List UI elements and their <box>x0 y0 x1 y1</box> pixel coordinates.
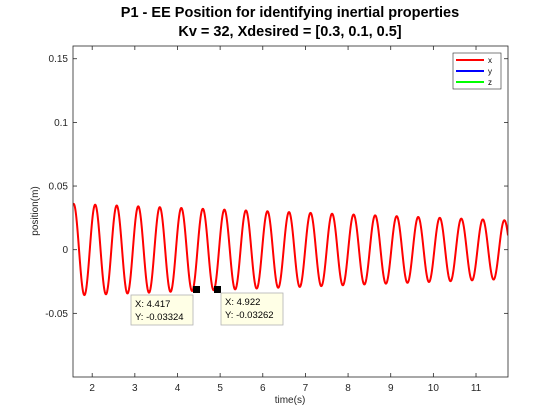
x-tick-label: 3 <box>132 383 138 394</box>
y-tick-label: 0.05 <box>49 182 69 193</box>
series-line-x <box>73 202 508 297</box>
y-tick-label: 0.1 <box>54 118 68 129</box>
datatip-2-x: X: 4.922 <box>225 297 260 308</box>
x-tick-label: 8 <box>345 383 351 394</box>
datatip-1-y: Y: -0.03324 <box>135 312 184 323</box>
legend-label-x: x <box>488 56 492 65</box>
datatip-2-marker <box>214 286 221 293</box>
legend: x y z <box>452 52 502 90</box>
datatip-1[interactable]: X: 4.417 Y: -0.03324 <box>130 286 200 326</box>
chart-subtitle: Kv = 32, Xdesired = [0.3, 0.1, 0.5] <box>178 24 401 40</box>
legend-label-y: y <box>488 67 492 76</box>
x-tick-label: 9 <box>388 383 394 394</box>
chart-title: P1 - EE Position for identifying inertia… <box>121 5 459 21</box>
y-tick-label: -0.05 <box>45 309 68 320</box>
y-tick-label: 0 <box>62 245 68 256</box>
datatip-1-marker <box>193 286 200 293</box>
plot-area <box>73 46 508 377</box>
x-tick-label: 11 <box>471 383 482 394</box>
x-axis-label: time(s) <box>275 395 306 406</box>
x-tick-label: 6 <box>260 383 266 394</box>
legend-label-z: z <box>488 78 492 87</box>
datatip-1-x: X: 4.417 <box>135 299 170 310</box>
y-tick-label: 0.15 <box>49 54 69 65</box>
datatip-2-y: Y: -0.03262 <box>225 310 274 321</box>
datatip-2[interactable]: X: 4.922 Y: -0.03262 <box>214 286 284 326</box>
datatip-2-box <box>220 292 284 326</box>
x-tick-label: 2 <box>89 383 95 394</box>
x-tick-label: 5 <box>217 383 223 394</box>
x-tick-label: 7 <box>303 383 309 394</box>
x-tick-label: 4 <box>175 383 181 394</box>
x-tick-label: 10 <box>428 383 440 394</box>
datatip-1-box <box>130 294 194 326</box>
y-axis-label: position(m) <box>30 186 41 235</box>
axes-box <box>72 45 509 378</box>
